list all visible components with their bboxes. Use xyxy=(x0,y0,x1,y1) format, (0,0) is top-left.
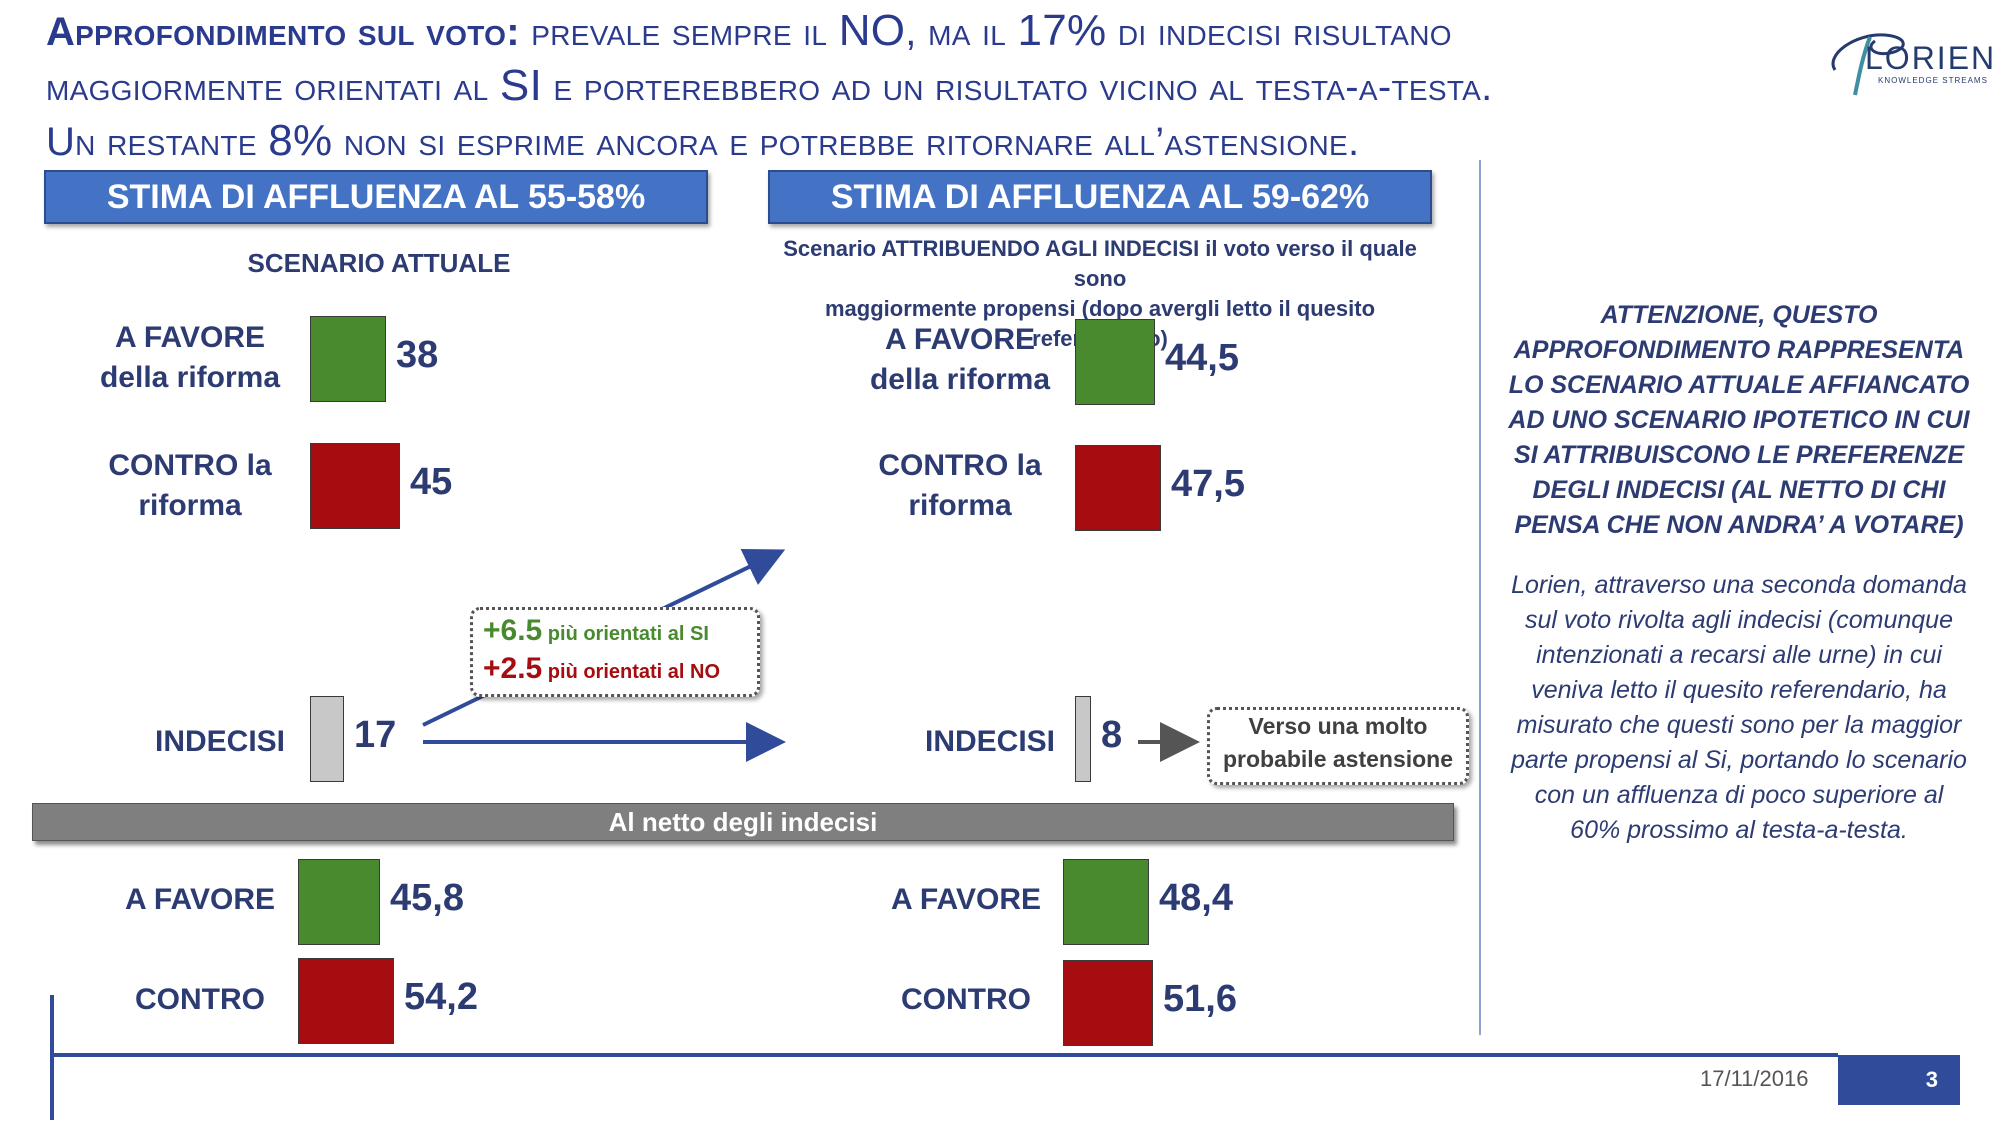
footer-date: 17/11/2016 xyxy=(1700,1066,1809,1091)
right-netto-favore-label: A FAVORE xyxy=(890,883,1041,916)
logo-text: LORIEN xyxy=(1865,40,1997,76)
right-subtitle-line1: Scenario ATTRIBUENDO AGLI INDECISI il vo… xyxy=(783,236,1417,291)
callout-si-line: +6.5 più orientati al SI xyxy=(483,614,709,647)
left-subtitle: SCENARIO ATTUALE xyxy=(247,248,511,278)
right-favore-label: A FAVORE della riforma xyxy=(869,323,1051,396)
left-favore-label: A FAVORE della riforma xyxy=(99,321,281,394)
left-netto-favore-label: A FAVORE xyxy=(124,883,275,916)
attention-note: ATTENZIONE, QUESTO APPROFONDIMENTO RAPPR… xyxy=(1508,301,1970,539)
slide-title: Approfondimento sul voto: prevale sempre… xyxy=(46,6,1493,165)
logo-tagline: KNOWLEDGE STREAMS xyxy=(1878,76,1988,85)
right-scenario-header: STIMA DI AFFLUENZA AL 59-62% xyxy=(768,170,1432,224)
callout-no-line: +2.5 più orientati al NO xyxy=(483,652,721,685)
right-contro-label: CONTRO la riforma xyxy=(878,449,1042,522)
indecisi-callout: +6.5 più orientati al SI +2.5 più orient… xyxy=(470,607,760,697)
left-netto-contro-label: CONTRO xyxy=(135,983,265,1016)
left-indecisi-label: INDECISI xyxy=(154,725,286,758)
left-scenario-header: STIMA DI AFFLUENZA AL 55-58% xyxy=(44,170,708,224)
page-number: 3 xyxy=(1838,1055,1960,1105)
right-netto-contro-label: CONTRO xyxy=(901,983,1031,1016)
left-contro-label: CONTRO la riforma xyxy=(108,449,272,522)
right-indecisi-label: INDECISI xyxy=(924,725,1056,758)
lorien-logo-icon xyxy=(1831,33,1905,96)
explanation-note: Lorien, attraverso una seconda domanda s… xyxy=(1511,571,1967,844)
astensione-callout: Verso una molto probabile astensione xyxy=(1207,707,1469,785)
netto-indecisi-banner: Al netto degli indecisi xyxy=(32,803,1454,841)
